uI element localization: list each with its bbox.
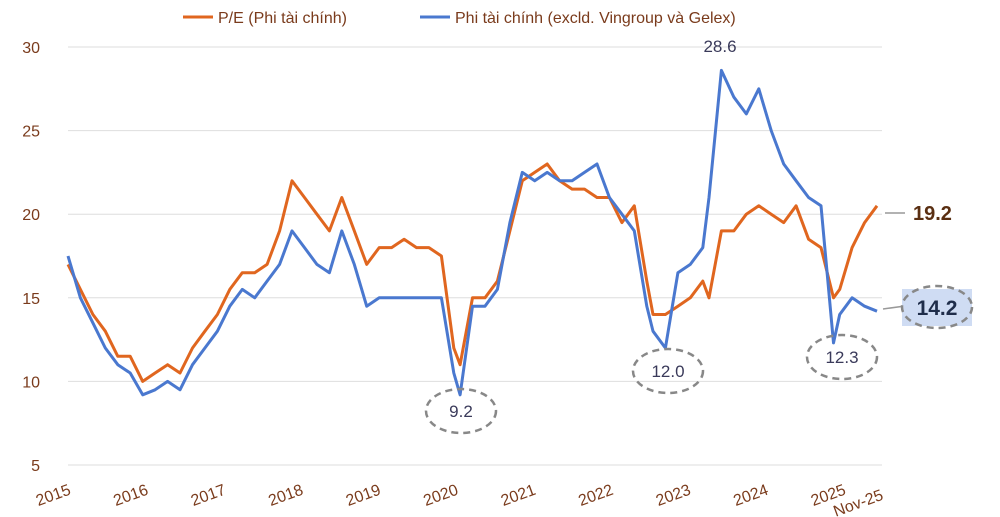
x-tick-label: 2019 <box>344 482 383 510</box>
x-tick-label: 2015 <box>34 482 73 510</box>
low-2020-label: 9.2 <box>449 402 473 421</box>
x-tick-label: 2016 <box>111 482 150 510</box>
x-tick-label: 2022 <box>576 482 615 510</box>
low-2025-label: 12.3 <box>825 348 858 367</box>
x-axis: 2015 2016 2017 2018 2019 2020 2021 2022 2023 2024… <box>34 482 886 517</box>
excl-end-ellipse <box>900 284 974 330</box>
legend-label-excl: Phi tài chính (excld. Vingroup và Gelex) <box>455 10 736 27</box>
series-line-excl <box>66 68 878 397</box>
x-tick-label: 2020 <box>421 482 460 510</box>
annotations: 28.6 9.2 12.0 12.3 19.2 14.2 <box>424 37 974 435</box>
y-axis: 5 10 15 20 25 30 <box>22 40 40 475</box>
series-lines <box>66 68 879 397</box>
series-line-pe <box>66 162 879 383</box>
x-tick-label: 2017 <box>189 482 228 510</box>
pe-end-label: 19.2 <box>913 203 952 225</box>
legend: P/E (Phi tài chính) Phi tài chính (excld… <box>183 10 736 27</box>
excl-end-label: 14.2 <box>917 297 958 320</box>
legend-label-pe: P/E (Phi tài chính) <box>218 10 347 27</box>
low-2023-label: 12.0 <box>651 362 684 381</box>
y-tick-label: 30 <box>22 40 40 57</box>
low-2023-ellipse <box>631 347 705 395</box>
y-tick-label: 25 <box>22 124 40 141</box>
low-2020-ellipse <box>424 387 498 435</box>
y-tick-label: 5 <box>31 458 40 475</box>
x-tick-label: 2023 <box>654 482 693 510</box>
x-tick-label: 2018 <box>266 482 305 510</box>
y-tick-label: 15 <box>22 291 40 308</box>
gridlines <box>68 46 882 466</box>
low-2025-ellipse <box>805 333 879 381</box>
excl-end-highlight <box>902 289 972 326</box>
y-tick-label: 20 <box>22 207 40 224</box>
peak-label: 28.6 <box>703 37 736 56</box>
x-tick-label: 2024 <box>731 482 770 510</box>
y-tick-label: 10 <box>22 374 40 391</box>
x-tick-label: 2021 <box>499 482 538 510</box>
